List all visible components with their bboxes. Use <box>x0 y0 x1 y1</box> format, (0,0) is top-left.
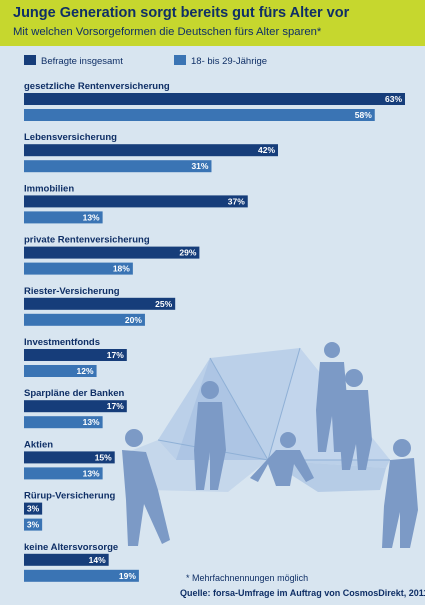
bar-total <box>24 553 109 566</box>
value-label-young: 13% <box>83 417 100 427</box>
value-label-young: 13% <box>83 212 100 222</box>
bar-total <box>24 93 405 105</box>
value-label-total: 29% <box>179 248 196 258</box>
category-label: private Rentenversicherung <box>24 235 150 246</box>
value-label-total: 42% <box>258 145 275 155</box>
bar-young <box>24 365 97 377</box>
bar-total <box>24 195 248 208</box>
bar-young <box>24 467 103 480</box>
value-label-young: 3% <box>27 520 40 530</box>
bar-total <box>24 297 176 310</box>
value-label-total: 15% <box>95 452 112 462</box>
legend-item-young: 18- bis 29-Jährige <box>174 55 267 67</box>
legend-label-young: 18- bis 29-Jährige <box>191 56 268 67</box>
bar-total <box>24 400 127 413</box>
source-note: Quelle: forsa-Umfrage im Auftrag von Cos… <box>180 588 425 598</box>
value-label-total: 63% <box>385 94 402 104</box>
bar-total <box>24 144 278 157</box>
people-pulling-cloth-illustration <box>122 342 418 548</box>
value-label-young: 20% <box>125 315 142 325</box>
bar-young <box>24 569 139 582</box>
category-label: gesetzliche Rentenversicherung <box>24 81 170 92</box>
bar-total <box>24 451 115 464</box>
bar-young <box>24 160 212 173</box>
category-label: Investmentfonds <box>24 337 100 348</box>
bar-total <box>24 246 200 259</box>
footnote: * Mehrfachnennungen möglich <box>186 573 309 583</box>
legend-swatch-young <box>174 55 186 65</box>
value-label-young: 58% <box>355 110 372 120</box>
header-band: Junge Generation sorgt bereits gut fürs … <box>0 0 425 46</box>
legend-item-total: Befragte insgesamt <box>24 55 123 67</box>
value-label-total: 14% <box>89 555 106 565</box>
category-label: Rürup-Versicherung <box>24 491 116 502</box>
value-label-total: 17% <box>107 350 124 360</box>
bar-young <box>24 262 133 275</box>
category-label: Aktien <box>24 439 53 450</box>
chart-subtitle: Mit welchen Vorsorgeformen die Deutschen… <box>13 26 322 38</box>
legend-label-total: Befragte insgesamt <box>41 56 123 67</box>
category-label: Riester-Versicherung <box>24 286 120 297</box>
bar-young <box>24 416 103 429</box>
bar-young <box>24 313 145 326</box>
bar-young <box>24 211 103 224</box>
category-label: keine Altersvorsorge <box>24 542 118 553</box>
bar-young <box>24 518 43 531</box>
category-label: Lebensversicherung <box>24 132 117 143</box>
value-label-young: 31% <box>191 161 208 171</box>
value-label-young: 13% <box>83 468 100 478</box>
value-label-young: 12% <box>77 366 94 376</box>
value-label-total: 3% <box>27 504 40 514</box>
value-label-young: 19% <box>119 571 136 581</box>
value-label-total: 25% <box>155 299 172 309</box>
value-label-young: 18% <box>113 264 130 274</box>
category-label: Immobilien <box>24 183 74 194</box>
bar-total <box>24 349 127 361</box>
bar-young <box>24 109 375 121</box>
category-label: Sparpläne der Banken <box>24 388 125 399</box>
value-label-total: 37% <box>228 196 245 206</box>
bar-total <box>24 502 43 515</box>
value-label-total: 17% <box>107 401 124 411</box>
legend: Befragte insgesamt 18- bis 29-Jährige <box>24 55 414 69</box>
chart-title: Junge Generation sorgt bereits gut fürs … <box>13 5 350 21</box>
legend-swatch-total <box>24 55 36 65</box>
